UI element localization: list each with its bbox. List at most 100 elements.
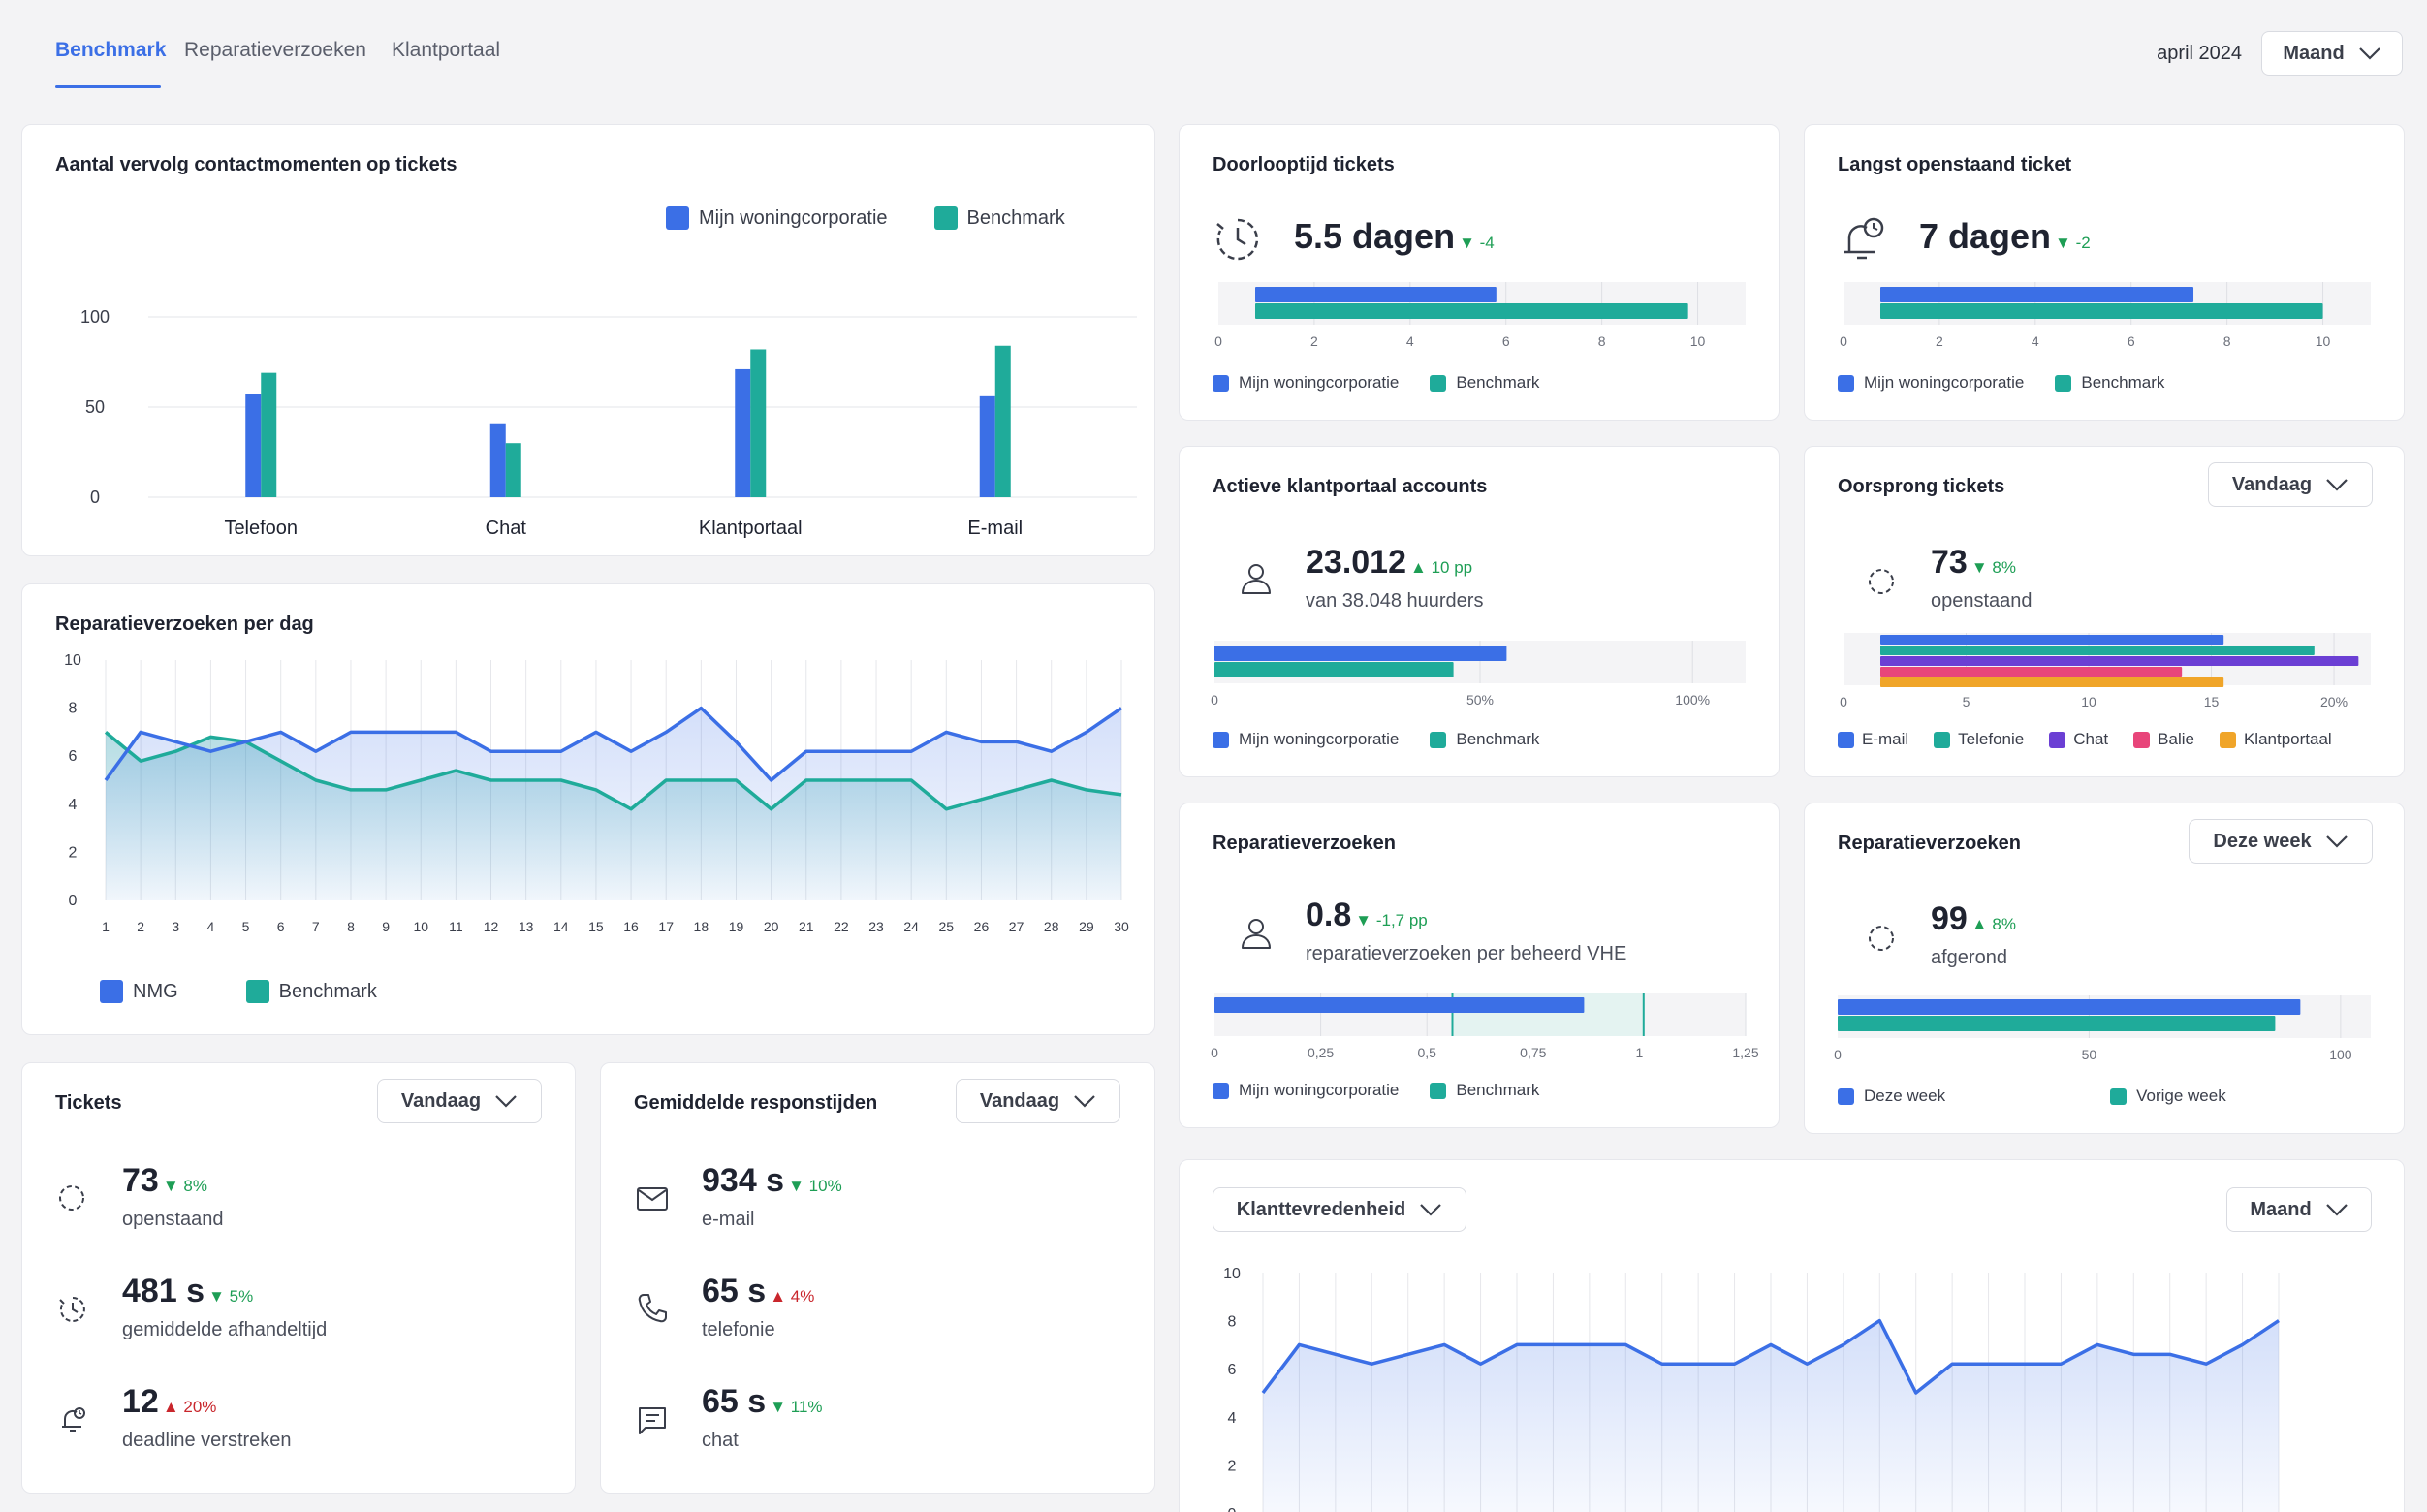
dropdown-label: Vandaag xyxy=(979,1089,1060,1112)
bar xyxy=(1214,997,1585,1013)
dropdown-label: Vandaag xyxy=(400,1089,482,1112)
x-tick-label: 1,25 xyxy=(1732,1045,1758,1060)
tickets-filter-dropdown[interactable]: Vandaag xyxy=(377,1079,542,1123)
y-tick-label: 4 xyxy=(69,797,78,813)
throughput-time-card: Doorlooptijd tickets 5.5 dagen ▼ -4 0 2 4 6 8… xyxy=(1179,124,1780,421)
period-dropdown[interactable]: Maand xyxy=(2261,31,2403,76)
x-tick-label: 2 xyxy=(137,919,144,934)
metric-value: 23.012 xyxy=(1306,544,1406,581)
user-icon xyxy=(1242,564,1271,594)
x-tick-label: 1 xyxy=(102,919,110,934)
tab-reparatieverzoeken[interactable]: Reparatieverzoeken xyxy=(184,39,366,61)
y-tick-label: 0 xyxy=(90,488,100,507)
legend-label: Klantportaal xyxy=(2243,730,2332,748)
chart-legend: NMG Benchmark xyxy=(100,980,377,1003)
bar xyxy=(1880,667,2183,677)
metric-value: 5.5 dagen xyxy=(1294,216,1456,256)
card-title: Reparatieverzoeken per dag xyxy=(55,614,314,635)
y-tick-label: 4 xyxy=(1228,1410,1237,1427)
longest-open-ticket-card: Langst openstaand ticket 7 dagen ▼ -2 0 2 4… xyxy=(1804,124,2405,421)
bar xyxy=(1255,303,1688,319)
card-title: Gemiddelde responstijden xyxy=(634,1092,878,1114)
top-navigation: Benchmark Reparatieverzoeken Klantportaa… xyxy=(0,0,2427,107)
x-tick-label: 50% xyxy=(1466,692,1494,708)
x-tick-label: 20% xyxy=(2320,694,2348,709)
dropdown-label: Vandaag xyxy=(2231,473,2313,495)
repairs-per-day-line-chart: 1 2 3 4 5 6 7 8 9 10 11 12 13 14 15 16 17 18 19 20 21 22 23 24 2… xyxy=(64,652,1129,934)
metric-subtitle: van 38.048 huurders xyxy=(1306,590,1484,612)
x-tick-label: 0 xyxy=(1834,1047,1842,1062)
x-tick-label: Klantportaal xyxy=(699,518,803,539)
delta-up: ▲ 4% xyxy=(770,1287,815,1306)
x-tick-label: 23 xyxy=(868,919,884,934)
origin-filter-dropdown[interactable]: Vandaag xyxy=(2208,462,2373,507)
user-icon xyxy=(1242,919,1271,949)
metric-value: 934 s xyxy=(702,1162,785,1199)
metric-value: 481 s xyxy=(122,1273,205,1309)
legend-label: Mijn woningcorporatie xyxy=(1239,373,1400,392)
delta-text: -1,7 pp xyxy=(1375,911,1428,929)
y-tick-label: 6 xyxy=(69,748,78,765)
metric-subtitle: afgerond xyxy=(1931,947,2007,968)
delta-text: 10 pp xyxy=(1431,558,1473,577)
period-dropdown-label: Maand xyxy=(2283,42,2345,64)
legend-swatch xyxy=(1838,374,1854,392)
bar xyxy=(261,372,277,497)
bell-alarm-icon xyxy=(1844,217,1884,260)
legend-swatch xyxy=(2110,1087,2128,1105)
metric-label: telefonie xyxy=(702,1319,775,1340)
satisfaction-period-dropdown[interactable]: Maand xyxy=(2226,1187,2372,1232)
metric-select-dropdown[interactable]: Klanttevredenheid xyxy=(1213,1187,1466,1232)
open-tickets-value: 73 ▼ 8% xyxy=(122,1162,207,1200)
x-tick-label: 13 xyxy=(519,919,534,934)
chart-legend: Mijn woningcorporatie Benchmark xyxy=(1213,373,1539,393)
y-tick-label: 50 xyxy=(85,397,105,417)
customer-satisfaction-card: Klanttevredenheid Maand 0 2 4 6 8 10 xyxy=(1179,1159,2405,1512)
bar xyxy=(489,423,506,497)
chat-response-value: 65 s ▼ 11% xyxy=(702,1383,823,1421)
y-tick-label: 0 xyxy=(1228,1506,1237,1512)
metric-value: 73 xyxy=(1931,544,1968,581)
y-tick-label: 2 xyxy=(69,844,78,861)
week-filter-dropdown[interactable]: Deze week xyxy=(2189,819,2373,864)
repairs-per-vhe-bar-chart: 0 0,25 0,5 0,75 1 1,25 xyxy=(1211,993,1759,1060)
legend-swatch xyxy=(245,980,269,1003)
bell-alarm-icon xyxy=(62,1407,85,1432)
card-title: Langst openstaand ticket xyxy=(1838,154,2072,175)
x-tick-label: 27 xyxy=(1009,919,1024,934)
bar xyxy=(750,349,767,497)
x-tick-label: 29 xyxy=(1079,919,1094,934)
tab-benchmark[interactable]: Benchmark xyxy=(55,39,167,61)
bar xyxy=(735,368,751,497)
ticket-origin-card: Oorsprong tickets Vandaag 73 ▼ 8% opensta… xyxy=(1804,446,2405,777)
delta-text: 4% xyxy=(790,1287,815,1306)
legend-label: Vorige week xyxy=(2136,1087,2226,1105)
phone-response-value: 65 s ▲ 4% xyxy=(702,1273,814,1310)
delta-down: ▼ 8% xyxy=(1970,558,2016,577)
response-filter-dropdown[interactable]: Vandaag xyxy=(956,1079,1120,1123)
repairs-per-vhe-card: Reparatieverzoeken 0.8 ▼ -1,7 pp reparati… xyxy=(1179,803,1780,1128)
card-title: Tickets xyxy=(55,1092,122,1114)
delta-down: ▼ -2 xyxy=(2055,234,2091,252)
delta-down: ▼ 8% xyxy=(162,1177,207,1195)
tab-klantportaal[interactable]: Klantportaal xyxy=(392,39,501,61)
x-tick-label: 10 xyxy=(2081,694,2096,709)
satisfaction-line-chart: 0 2 4 6 8 10 xyxy=(1223,1266,2280,1512)
delta-up: ▲ 20% xyxy=(162,1398,217,1416)
delta-text: -4 xyxy=(1479,234,1495,252)
metric-label: deadline verstreken xyxy=(122,1430,292,1451)
bar xyxy=(1880,303,2323,319)
metric-label: gemiddelde afhandeltijd xyxy=(122,1319,328,1340)
delta-down: ▼ 10% xyxy=(788,1177,842,1195)
delta-up: ▲ 10 pp xyxy=(1410,558,1473,577)
delta-down: ▼ 5% xyxy=(208,1287,254,1306)
legend-swatch xyxy=(1213,374,1229,392)
phone-icon xyxy=(638,1294,667,1323)
card-title: Doorlooptijd tickets xyxy=(1213,154,1395,175)
x-tick-label: 4 xyxy=(207,919,215,934)
x-tick-label: 0 xyxy=(1840,694,1847,709)
x-tick-label: 8 xyxy=(347,919,355,934)
legend-label: Deze week xyxy=(1864,1087,1946,1105)
delta-up: ▲ 8% xyxy=(1970,915,2016,933)
x-tick-label: 14 xyxy=(553,919,569,934)
